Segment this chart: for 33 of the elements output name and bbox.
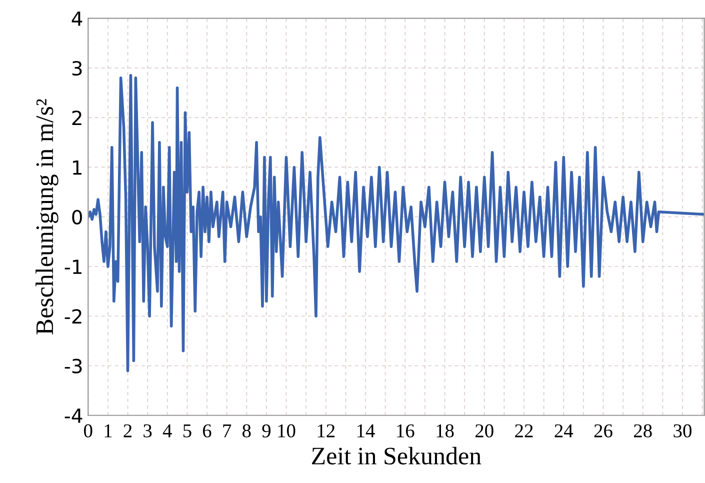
y-tick-label: 1 (73, 160, 82, 175)
x-tick-label: 22 (515, 424, 533, 438)
x-tick-label: 10 (278, 424, 296, 438)
x-tick-label: 3 (144, 424, 152, 438)
x-tick-label: 24 (554, 424, 574, 438)
x-tick-label: 9 (262, 424, 271, 438)
y-tick-label: -4 (64, 408, 82, 423)
x-tick-label: 5 (183, 424, 192, 438)
y-tick-label: 2 (72, 110, 82, 125)
x-tick-label: 30 (674, 424, 692, 438)
x-tick-label: 0 (84, 424, 92, 438)
x-tick-label: 7 (223, 424, 232, 438)
x-tick-label: 16 (397, 424, 414, 438)
x-tick-label: 8 (242, 424, 251, 438)
y-tick-label: -3 (64, 358, 82, 374)
y-tick-label: 0 (72, 210, 82, 225)
x-tick-label: 12 (318, 424, 335, 438)
x-axis-title: Zeit in Sekunden (312, 446, 482, 464)
y-tick-label: -2 (64, 309, 82, 324)
x-tick-label: 20 (476, 424, 494, 438)
x-tick-label: 4 (162, 424, 172, 438)
x-tick-label: 6 (202, 424, 212, 438)
x-tick-label: 14 (357, 424, 375, 438)
y-tick-label: 3 (72, 60, 82, 76)
y-tick-label: -1 (64, 260, 82, 274)
x-tick-label: 26 (594, 424, 612, 438)
x-tick-label: 2 (124, 424, 132, 438)
x-tick-label: 28 (634, 424, 652, 438)
y-tick-label: 4 (72, 12, 82, 26)
x-tick-label: 18 (436, 424, 454, 438)
x-tick-label: 1 (104, 424, 112, 438)
y-axis-title: Beschleunigung in m/s² (36, 99, 58, 334)
line-series (88, 74, 704, 372)
